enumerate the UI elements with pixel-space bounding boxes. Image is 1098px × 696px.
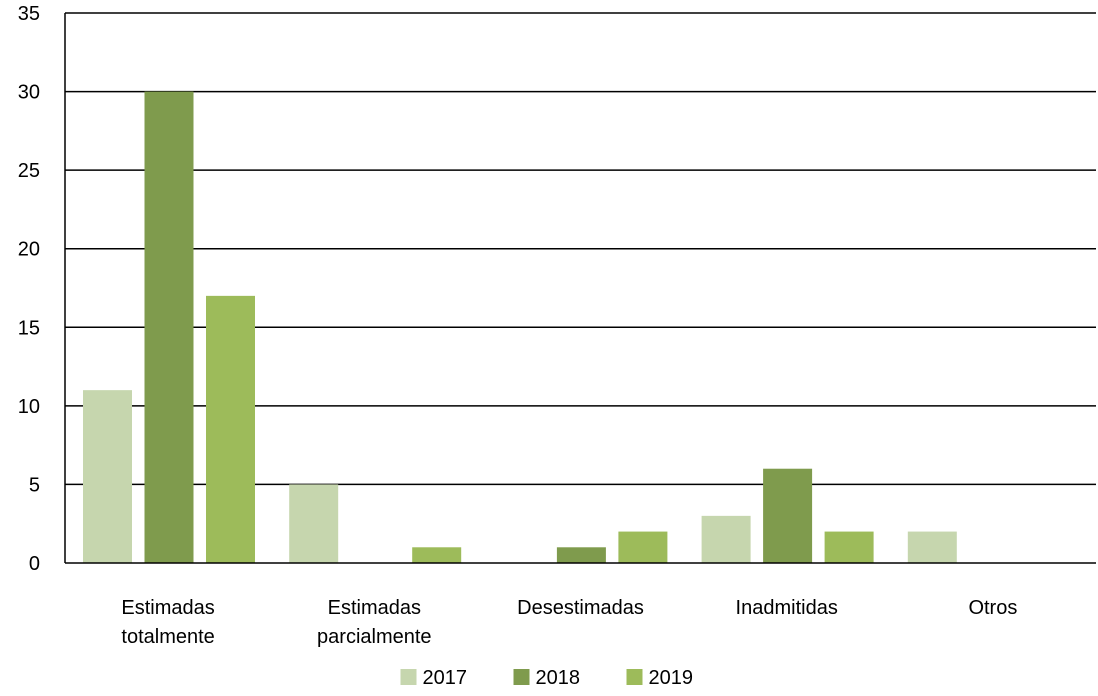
legend-item-2017: 2017	[400, 667, 468, 689]
legend: 2017 2018 2019	[400, 667, 694, 689]
legend-item-2019: 2019	[626, 667, 694, 689]
legend-label: 2017	[423, 667, 468, 689]
bar-2019-2	[618, 531, 668, 563]
category-label-line: Estimadas	[121, 597, 214, 619]
category-label: Estimadas totalmente	[121, 597, 214, 648]
bar-2018-3	[763, 468, 813, 563]
category-labels: Estimadas totalmente Estimadas parcialmente…	[121, 597, 1017, 648]
category-label: Estimadas parcialmente	[317, 597, 432, 648]
y-tick-label: 20	[18, 239, 40, 261]
bar-2017-1	[289, 484, 339, 563]
y-tick-label: 25	[18, 160, 40, 182]
legend-item-2018: 2018	[513, 667, 581, 689]
legend-swatch	[626, 669, 643, 685]
bar-2017-3	[701, 515, 751, 563]
category-label-line: Estimadas	[328, 597, 421, 619]
y-tick-label: 35	[18, 3, 40, 25]
category-label-line: Otros	[968, 597, 1017, 619]
legend-label: 2018	[536, 667, 581, 689]
y-tick-label: 0	[29, 553, 40, 575]
legend-swatch	[513, 669, 530, 685]
bars	[83, 91, 957, 564]
category-label-line: Desestimadas	[517, 597, 644, 619]
bar-2019-0	[206, 295, 255, 563]
category-label-line: Inadmitidas	[736, 597, 838, 619]
bar-2018-0	[144, 91, 194, 564]
bar-2017-4	[907, 531, 957, 563]
bar-2017-0	[83, 390, 132, 563]
category-label-line: parcialmente	[317, 626, 432, 648]
y-tick-labels: 0 5 10 15 20 25 30 35	[18, 3, 40, 575]
bar-2019-1	[412, 547, 462, 563]
category-label-line: totalmente	[121, 626, 214, 648]
bar-2019-3	[824, 531, 874, 563]
category-label: Otros	[968, 597, 1017, 619]
legend-swatch	[400, 669, 417, 685]
category-label: Desestimadas	[517, 597, 644, 619]
category-label: Inadmitidas	[736, 597, 838, 619]
legend-label: 2019	[649, 667, 694, 689]
axes	[64, 13, 1096, 564]
y-tick-label: 30	[18, 82, 40, 104]
bar-2018-2	[556, 547, 606, 563]
y-tick-label: 15	[18, 317, 40, 339]
y-tick-label: 10	[18, 396, 40, 418]
y-tick-label: 5	[29, 474, 40, 496]
